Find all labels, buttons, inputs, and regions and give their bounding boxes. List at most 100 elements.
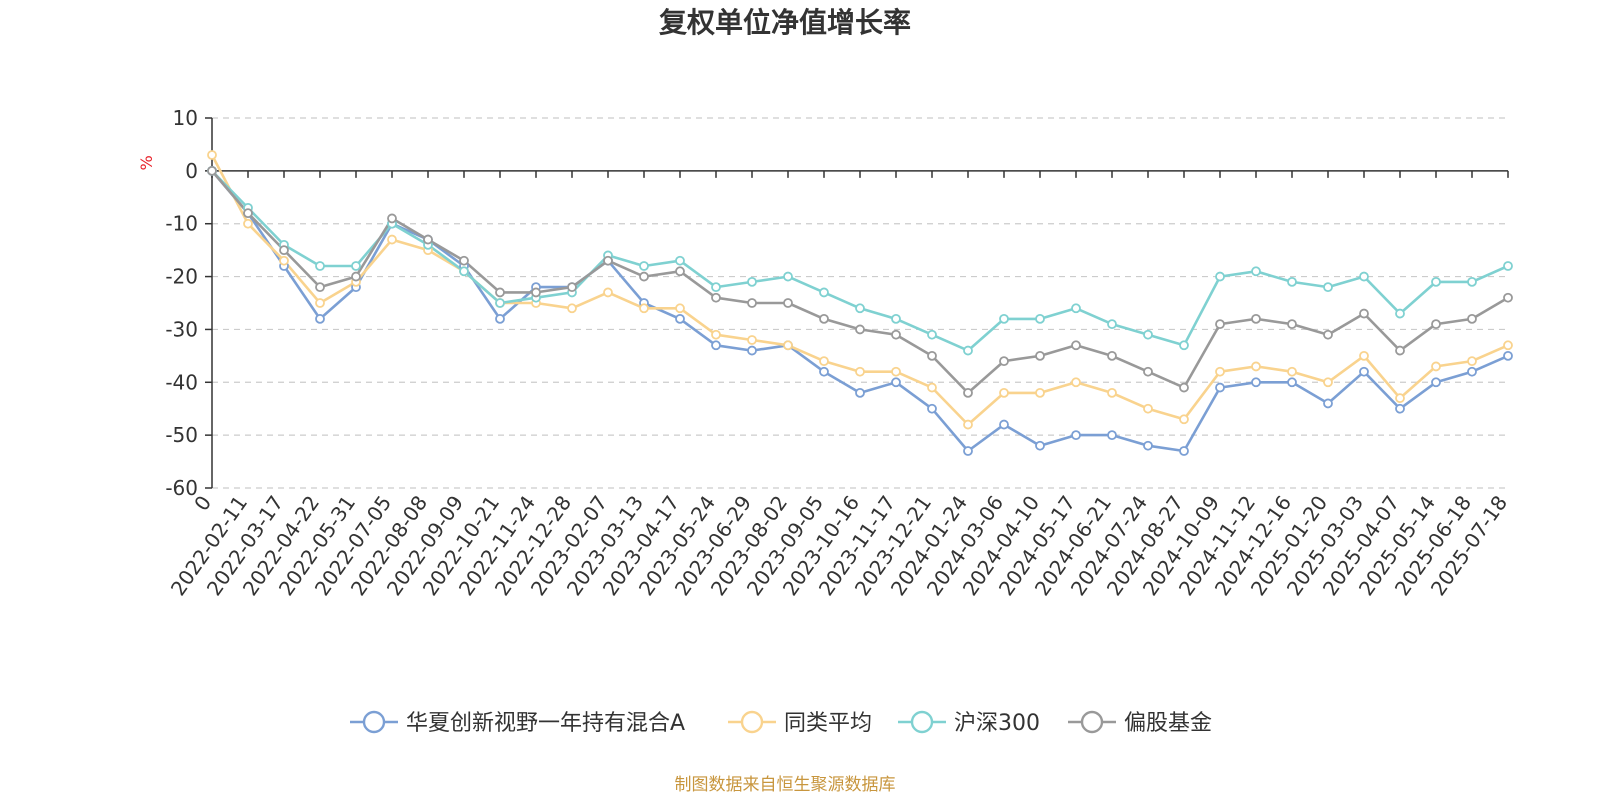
data-point xyxy=(819,287,829,298)
data-point xyxy=(963,446,973,456)
data-point xyxy=(711,292,721,303)
data-point xyxy=(1323,329,1333,340)
data-point xyxy=(927,350,937,361)
data-point xyxy=(567,303,577,314)
data-point xyxy=(351,261,361,271)
data-point xyxy=(243,218,253,229)
data-point xyxy=(819,356,829,367)
data-point xyxy=(927,382,937,393)
data-point xyxy=(1071,303,1081,314)
data-point xyxy=(963,419,973,430)
data-point xyxy=(459,266,469,277)
data-point xyxy=(495,298,505,308)
y-tick-label: -20 xyxy=(165,265,198,289)
x-tick-label: 0 xyxy=(189,491,216,515)
data-point xyxy=(747,335,757,345)
data-point xyxy=(1503,261,1513,271)
data-point xyxy=(1431,276,1441,287)
y-tick-label: 0 xyxy=(185,159,198,183)
data-point xyxy=(1251,266,1261,277)
data-point xyxy=(1215,382,1225,393)
data-point xyxy=(1287,319,1297,330)
data-point xyxy=(1179,446,1189,456)
data-point xyxy=(1035,350,1045,361)
data-point xyxy=(243,208,253,219)
data-point xyxy=(891,377,901,388)
data-point xyxy=(891,329,901,340)
data-point xyxy=(783,298,793,308)
data-point xyxy=(459,255,469,266)
data-point xyxy=(783,271,793,282)
legend-label: 同类平均 xyxy=(784,711,872,736)
data-point xyxy=(927,403,937,414)
y-tick-label: -40 xyxy=(165,370,198,394)
data-point xyxy=(1467,356,1477,367)
legend-label: 华夏创新视野一年持有混合A xyxy=(406,711,685,736)
data-point xyxy=(207,165,217,176)
legend-item-1[interactable]: 同类平均 xyxy=(728,710,872,736)
data-point xyxy=(999,313,1009,324)
legend-marker xyxy=(740,710,764,734)
y-tick-label: -50 xyxy=(165,423,198,447)
data-point xyxy=(279,245,289,256)
legend-item-3[interactable]: 偏股基金 xyxy=(1068,710,1212,736)
y-tick-label: -30 xyxy=(165,317,198,341)
series-markers xyxy=(207,150,1513,456)
data-point xyxy=(1503,350,1513,361)
data-point xyxy=(639,261,649,271)
data-point xyxy=(675,303,685,314)
data-point xyxy=(1215,366,1225,377)
data-point xyxy=(1323,282,1333,293)
data-point xyxy=(603,255,613,266)
data-point xyxy=(1359,350,1369,361)
data-point xyxy=(315,261,325,271)
data-point xyxy=(567,282,577,293)
data-point xyxy=(1107,319,1117,330)
data-point xyxy=(747,298,757,308)
data-point xyxy=(1179,340,1189,351)
series-line-3 xyxy=(211,170,1509,395)
data-point xyxy=(675,313,685,324)
data-point xyxy=(1143,366,1153,377)
data-point xyxy=(1431,361,1441,372)
data-point xyxy=(1143,403,1153,414)
legend[interactable]: 华夏创新视野一年持有混合A 同类平均 沪深300 偏股基金 xyxy=(350,710,1212,736)
data-point xyxy=(963,345,973,356)
chart-title: 复权单位净值增长率 xyxy=(659,6,911,39)
data-point xyxy=(675,266,685,277)
legend-marker xyxy=(910,710,934,734)
data-point xyxy=(1503,340,1513,351)
data-point xyxy=(1359,271,1369,282)
series-lines xyxy=(210,154,1509,453)
data-point xyxy=(1395,393,1405,404)
data-point xyxy=(1359,366,1369,377)
data-point xyxy=(711,282,721,293)
data-point xyxy=(1503,292,1513,303)
data-point xyxy=(315,298,325,308)
legend-item-2[interactable]: 沪深300 xyxy=(898,710,1040,736)
data-point xyxy=(1323,398,1333,409)
data-point xyxy=(1287,377,1297,388)
data-point xyxy=(855,324,865,335)
data-point xyxy=(1287,366,1297,377)
data-point xyxy=(639,271,649,282)
data-point xyxy=(1107,387,1117,398)
data-point xyxy=(1071,430,1081,441)
data-point xyxy=(1107,430,1117,441)
data-point xyxy=(1035,440,1045,451)
legend-item-0[interactable]: 华夏创新视野一年持有混合A xyxy=(350,710,685,736)
data-point xyxy=(639,303,649,314)
data-point xyxy=(1071,340,1081,351)
data-point xyxy=(711,329,721,340)
data-point xyxy=(891,313,901,324)
data-point xyxy=(747,345,757,356)
data-point xyxy=(315,282,325,293)
axes xyxy=(205,117,1509,489)
data-point xyxy=(927,329,937,340)
data-point xyxy=(531,287,541,298)
data-point xyxy=(819,313,829,324)
data-point xyxy=(999,387,1009,398)
data-point xyxy=(1467,276,1477,287)
data-point xyxy=(1035,313,1045,324)
data-point xyxy=(1251,361,1261,372)
